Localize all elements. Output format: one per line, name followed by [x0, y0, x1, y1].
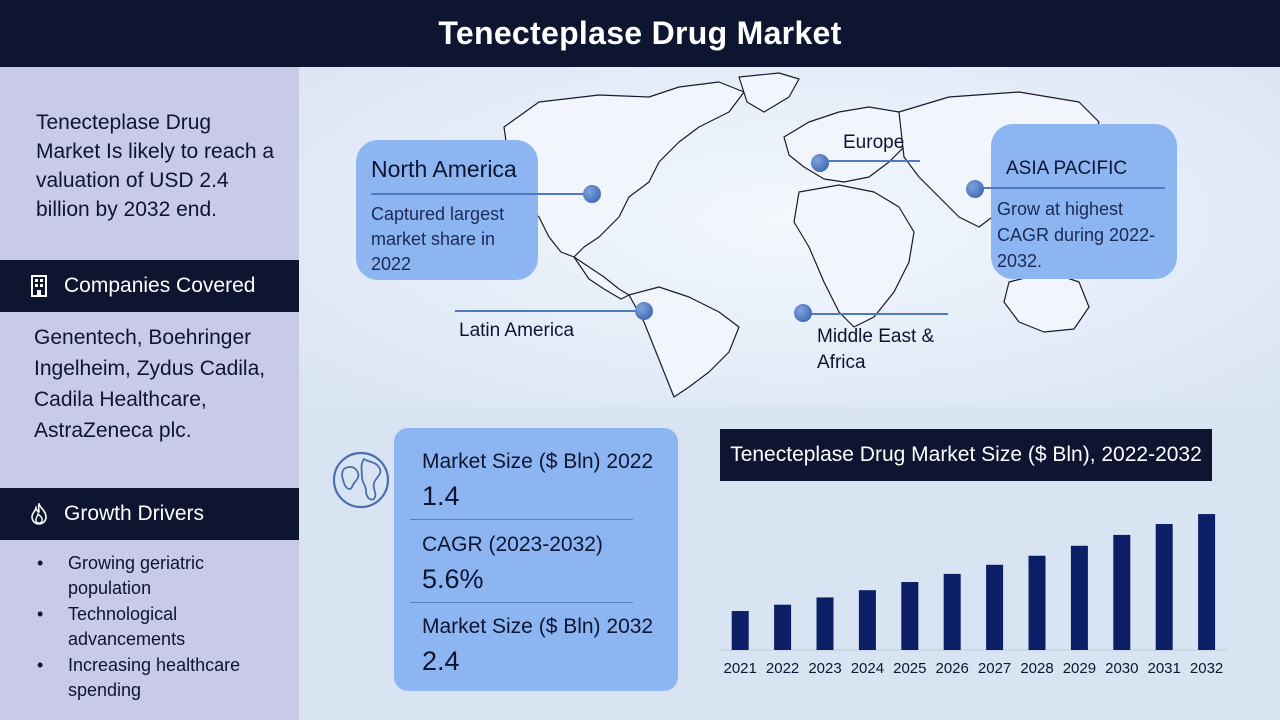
asia-pacific-box [991, 124, 1177, 279]
list-item: Increasing healthcare spending [32, 653, 268, 703]
x-tick-label: 2024 [851, 660, 884, 677]
globe-icon [332, 451, 390, 514]
stat-divider [410, 602, 633, 603]
bar-2027 [986, 564, 1004, 650]
bar-2031 [1155, 524, 1173, 650]
drivers-list: Growing geriatric population Technologic… [32, 551, 268, 704]
x-tick-label: 2031 [1148, 660, 1181, 677]
bar-2030 [1113, 534, 1131, 650]
bar-2024 [858, 590, 876, 650]
stat-label: Market Size ($ Bln) 2022 [422, 450, 654, 473]
mea-label: Middle East & Africa [817, 326, 935, 373]
x-tick-label: 2023 [808, 660, 841, 677]
north-america-desc: Captured largest market share in 2022 [371, 204, 505, 274]
page-title: Tenecteplase Drug Market [0, 0, 1280, 67]
flame-icon [28, 501, 50, 525]
stat-label: Market Size ($ Bln) 2032 [422, 615, 654, 638]
stat-divider [410, 519, 633, 520]
summary-text: Tenecteplase Drug Market Is likely to re… [36, 111, 275, 221]
latin-america-leader [455, 310, 645, 312]
chart-title: Tenecteplase Drug Market Size ($ Bln), 2… [720, 429, 1212, 481]
stat-label: CAGR (2023-2032) [422, 533, 603, 556]
bar-2022 [774, 604, 792, 650]
stat-value: 5.6% [422, 564, 484, 594]
bar-2023 [816, 597, 834, 650]
x-tick-label: 2025 [893, 660, 926, 677]
bar-2028 [1028, 555, 1046, 650]
list-item: Growing geriatric population [32, 551, 268, 601]
x-tick-label: 2030 [1105, 660, 1138, 677]
x-tick-label: 2032 [1190, 660, 1223, 677]
bar-2032 [1198, 514, 1216, 650]
drivers-heading: Growth Drivers [64, 502, 205, 525]
companies-heading: Companies Covered [64, 274, 256, 297]
latin-america-label: Latin America [459, 320, 575, 341]
asia-pacific-desc: Grow at highest CAGR during 2022-2032. [997, 199, 1156, 271]
north-america-marker [583, 185, 601, 203]
asia-pacific-leader [980, 187, 1165, 189]
x-tick-label: 2027 [978, 660, 1011, 677]
x-tick-label: 2026 [936, 660, 969, 677]
north-america-title: North America [371, 156, 517, 182]
stat-value: 1.4 [422, 481, 460, 511]
building-icon [28, 275, 50, 297]
companies-header: Companies Covered [0, 260, 299, 312]
bar-2021 [731, 611, 749, 650]
asia-pacific-title: ASIA PACIFIC [1006, 158, 1128, 179]
north-america-leader [371, 193, 592, 195]
latin-america-marker [635, 302, 653, 320]
asia-pacific-marker [966, 180, 984, 198]
x-tick-label: 2028 [1020, 660, 1053, 677]
europe-marker [811, 154, 829, 172]
list-item: Technological advancements [32, 602, 268, 652]
mea-leader [803, 313, 948, 315]
companies-list: Genentech, Boehringer Ingelheim, Zydus C… [34, 326, 266, 442]
mea-marker [794, 304, 812, 322]
stats-panel [394, 428, 678, 691]
drivers-header: Growth Drivers [0, 488, 299, 540]
north-america-box [356, 140, 538, 280]
europe-label: Europe [843, 132, 905, 153]
x-tick-label: 2022 [766, 660, 799, 677]
x-tick-label: 2021 [724, 660, 757, 677]
bar-chart: 2021 2022 2023 2024 2025 2026 2027 2028 2029 2030… [719, 514, 1228, 677]
bar-2029 [1070, 545, 1088, 650]
stat-value: 2.4 [422, 646, 460, 676]
bar-2026 [943, 573, 961, 650]
bar-2025 [901, 582, 919, 650]
europe-leader [826, 160, 920, 162]
x-tick-label: 2029 [1063, 660, 1096, 677]
